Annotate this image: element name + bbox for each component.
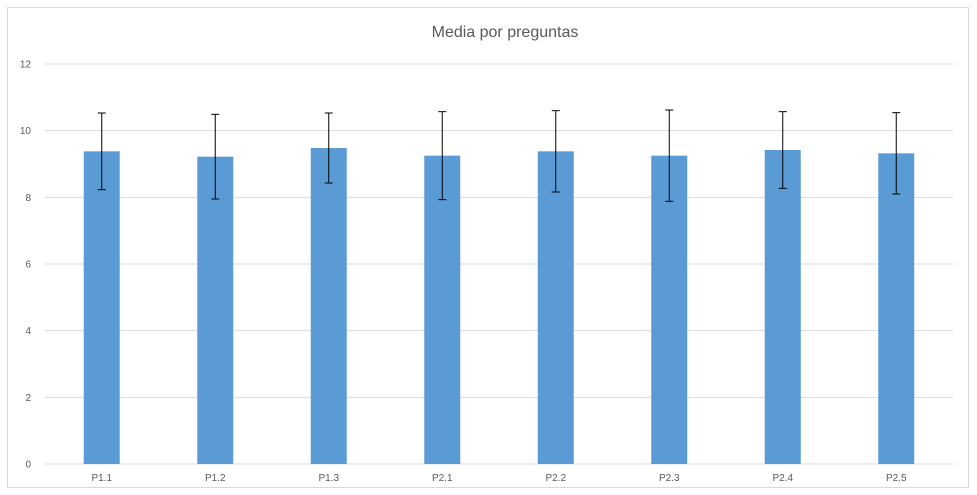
x-tick-label: P2.3 [659, 473, 680, 484]
x-tick-label: P1.2 [205, 473, 226, 484]
bar-p2-4 [764, 150, 801, 464]
error-bar [324, 112, 333, 184]
y-tick-label: 6 [25, 260, 31, 271]
chart-area [7, 7, 969, 488]
bar-p1-1 [83, 151, 120, 465]
x-tick-label: P2.2 [545, 473, 566, 484]
x-axis-ticks: P1.1 P1.2 P1.3 P2.1 P2.2 P2.3 P2.4 P2.5 [91, 473, 907, 484]
error-bar [211, 113, 220, 200]
bar-p1-2 [197, 156, 234, 464]
bar-p2-2 [537, 151, 574, 465]
error-bars [97, 109, 901, 202]
y-tick-label: 2 [25, 393, 31, 404]
error-bar [97, 112, 106, 191]
error-bar [778, 111, 787, 189]
error-bar [438, 111, 447, 201]
error-bar [665, 109, 674, 202]
error-bar [892, 112, 901, 195]
error-bar [551, 110, 560, 193]
x-tick-label: P2.1 [432, 473, 453, 484]
y-axis-ticks: 0 2 4 6 8 10 12 [20, 60, 32, 471]
y-tick-label: 10 [20, 126, 32, 137]
y-tick-label: 8 [25, 193, 31, 204]
y-tick-label: 12 [20, 60, 32, 71]
x-tick-label: P1.3 [318, 473, 339, 484]
y-tick-label: 0 [25, 460, 31, 471]
y-tick-label: 4 [25, 326, 31, 337]
bar-p2-5 [878, 153, 915, 465]
x-tick-label: P2.5 [886, 473, 907, 484]
bar-p1-3 [310, 148, 347, 464]
bar-p2-1 [424, 155, 461, 464]
bar-p2-3 [651, 155, 688, 464]
x-tick-label: P1.1 [91, 473, 112, 484]
chart-title: Media por preguntas [432, 24, 579, 41]
gridlines [45, 63, 953, 465]
bars [83, 148, 915, 465]
x-tick-label: P2.4 [772, 473, 793, 484]
